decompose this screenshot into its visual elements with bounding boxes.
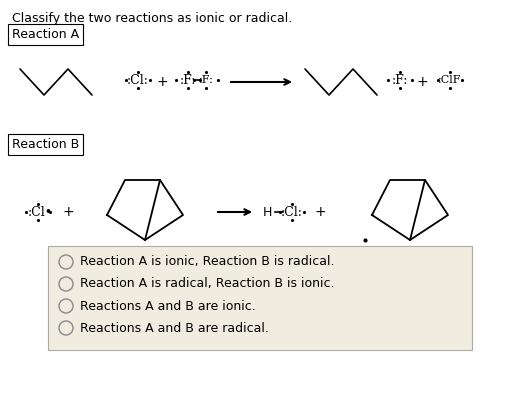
FancyBboxPatch shape bbox=[48, 246, 472, 350]
Text: Reaction B: Reaction B bbox=[12, 138, 79, 151]
Text: :F:: :F: bbox=[180, 74, 196, 87]
Text: Reaction A is radical, Reaction B is ionic.: Reaction A is radical, Reaction B is ion… bbox=[80, 277, 335, 290]
Text: +: + bbox=[314, 205, 326, 219]
Text: :F:: :F: bbox=[392, 74, 408, 87]
Text: Reactions A and B are ionic.: Reactions A and B are ionic. bbox=[80, 299, 256, 312]
Text: Reaction A is ionic, Reaction B is radical.: Reaction A is ionic, Reaction B is radic… bbox=[80, 255, 335, 268]
Text: H: H bbox=[262, 206, 272, 219]
Text: Classify the two reactions as ionic or radical.: Classify the two reactions as ionic or r… bbox=[12, 12, 292, 25]
Text: Reactions A and B are radical.: Reactions A and B are radical. bbox=[80, 322, 269, 335]
Text: +: + bbox=[416, 75, 428, 89]
Text: :Cl•: :Cl• bbox=[28, 206, 53, 219]
Text: +: + bbox=[62, 205, 74, 219]
Text: +: + bbox=[156, 75, 168, 89]
Text: :Cl:: :Cl: bbox=[281, 206, 303, 219]
Text: Reaction A: Reaction A bbox=[12, 28, 79, 41]
Text: :F:: :F: bbox=[198, 75, 214, 85]
Text: :Cl:: :Cl: bbox=[127, 74, 149, 87]
Text: :ClF: :ClF bbox=[438, 75, 462, 85]
